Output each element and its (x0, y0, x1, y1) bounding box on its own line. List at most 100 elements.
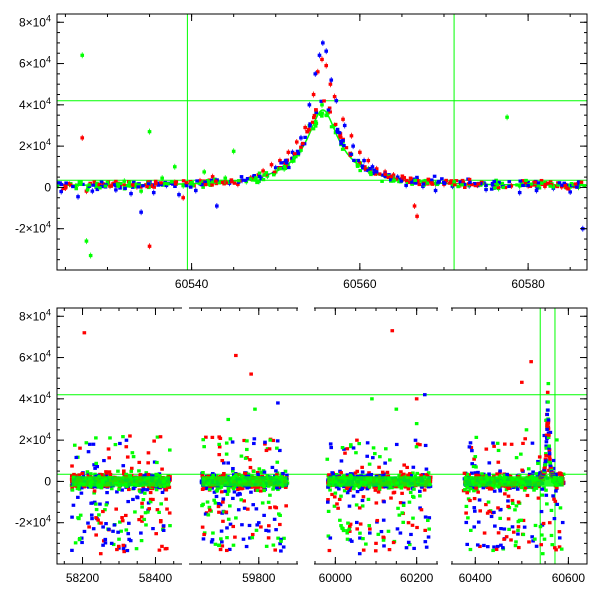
bottom-point-green (260, 501, 265, 505)
bottom-ytick-label: 2×104 (19, 431, 51, 447)
top-point-green (116, 184, 121, 188)
top-point-blue (492, 179, 497, 184)
top-point-blue (324, 49, 329, 53)
bottom-point-red (385, 470, 390, 474)
bottom-point-green (521, 532, 526, 537)
bottom-point-green (473, 455, 478, 459)
bottom-point-green (275, 446, 279, 450)
top-point-blue (413, 181, 418, 185)
bottom-point-green (377, 487, 382, 492)
top-point-green (78, 182, 83, 186)
bottom-point-red (122, 549, 126, 554)
bottom-point-green (427, 527, 431, 531)
bottom-point-green (545, 502, 549, 506)
bottom-point-blue (203, 512, 208, 516)
bottom-point-blue (227, 547, 232, 552)
top-point-green (94, 185, 98, 189)
bottom-point-red (224, 510, 229, 514)
top-point-blue (307, 103, 312, 107)
bottom-point-red (506, 494, 511, 498)
bottom-point-blue (152, 460, 157, 464)
bottom-point-red (216, 504, 221, 509)
bottom-point-blue (118, 441, 122, 446)
bottom-point-red (489, 487, 494, 491)
top-point-red (412, 204, 417, 208)
top-point-blue (195, 179, 199, 183)
bottom-point-green (96, 485, 101, 489)
bottom-point-blue (404, 546, 409, 550)
bottom-point-green (230, 469, 235, 473)
bottom-point-blue (71, 503, 76, 507)
bottom-point-red (224, 548, 229, 553)
bottom-point-blue (279, 549, 283, 553)
bottom-point-blue (530, 535, 534, 539)
top-point-blue (141, 184, 145, 188)
bottom-point-red (347, 529, 352, 533)
top-point-green (169, 180, 174, 184)
top-point-blue (194, 188, 198, 193)
bottom-point-blue (223, 489, 228, 493)
bottom-point-green (155, 435, 160, 439)
bottom-point-red (402, 463, 406, 467)
bottom-point-red (278, 522, 282, 527)
bottom-point-green (93, 472, 97, 476)
top-point-red (461, 180, 466, 185)
bottom-point-red (373, 549, 378, 553)
bottom-point-blue (339, 459, 344, 463)
bottom-point-red (547, 433, 551, 437)
top-point-blue (341, 139, 345, 143)
bottom-point-red (221, 500, 225, 504)
top-point-green (213, 177, 217, 181)
bottom-point-blue (248, 536, 252, 540)
top-point-red (232, 181, 237, 185)
bottom-point-green (544, 488, 548, 492)
bottom-point-blue (278, 448, 282, 453)
bottom-point-red (537, 455, 542, 459)
bottom-point-red (520, 468, 524, 472)
bottom-point-green (486, 500, 491, 504)
bottom-point-red (547, 448, 552, 452)
bottom-point-green (342, 489, 347, 493)
top-point-green (452, 180, 456, 184)
bottom-point-blue (554, 489, 558, 493)
top-point-green (450, 182, 455, 186)
bottom-baseline-band (71, 476, 171, 487)
bottom-point-green (124, 472, 128, 476)
bottom-point-green (94, 461, 99, 465)
bottom-point-green (465, 485, 469, 489)
top-point-blue (356, 158, 360, 163)
top-point-blue (326, 108, 331, 112)
bottom-point-blue (231, 466, 235, 471)
top-point-blue (415, 175, 419, 179)
bottom-point-blue (543, 459, 548, 463)
top-point-red (130, 183, 135, 187)
bottom-point-green (465, 472, 469, 476)
bottom-point-red (240, 486, 245, 490)
top-point-red (236, 182, 240, 186)
bottom-point-blue (112, 523, 117, 527)
bottom-point-green (226, 517, 231, 521)
bottom-point-blue (146, 501, 151, 505)
bottom-point-red (255, 485, 260, 489)
bottom-point-red (80, 471, 85, 476)
bottom-point-red (125, 455, 130, 459)
top-point-green (147, 130, 152, 134)
top-point-red (63, 183, 68, 188)
top-point-blue (273, 166, 278, 170)
bottom-point-blue (345, 473, 350, 477)
top-point-red (391, 173, 396, 177)
top-point-red (310, 120, 315, 124)
bottom-point-blue (498, 508, 503, 512)
bottom-point-blue (245, 486, 249, 490)
bottom-point-green (206, 513, 211, 517)
bottom-point-red (462, 471, 467, 475)
top-point-green (405, 180, 410, 185)
bottom-point-green (70, 488, 75, 492)
bottom-point-blue (105, 490, 109, 495)
bottom-point-red (544, 433, 549, 437)
top-point-red (210, 175, 215, 179)
bottom-point-red (129, 466, 134, 470)
bottom-point-blue (423, 443, 428, 448)
top-point-blue (441, 180, 446, 185)
top-point-red (292, 152, 297, 156)
